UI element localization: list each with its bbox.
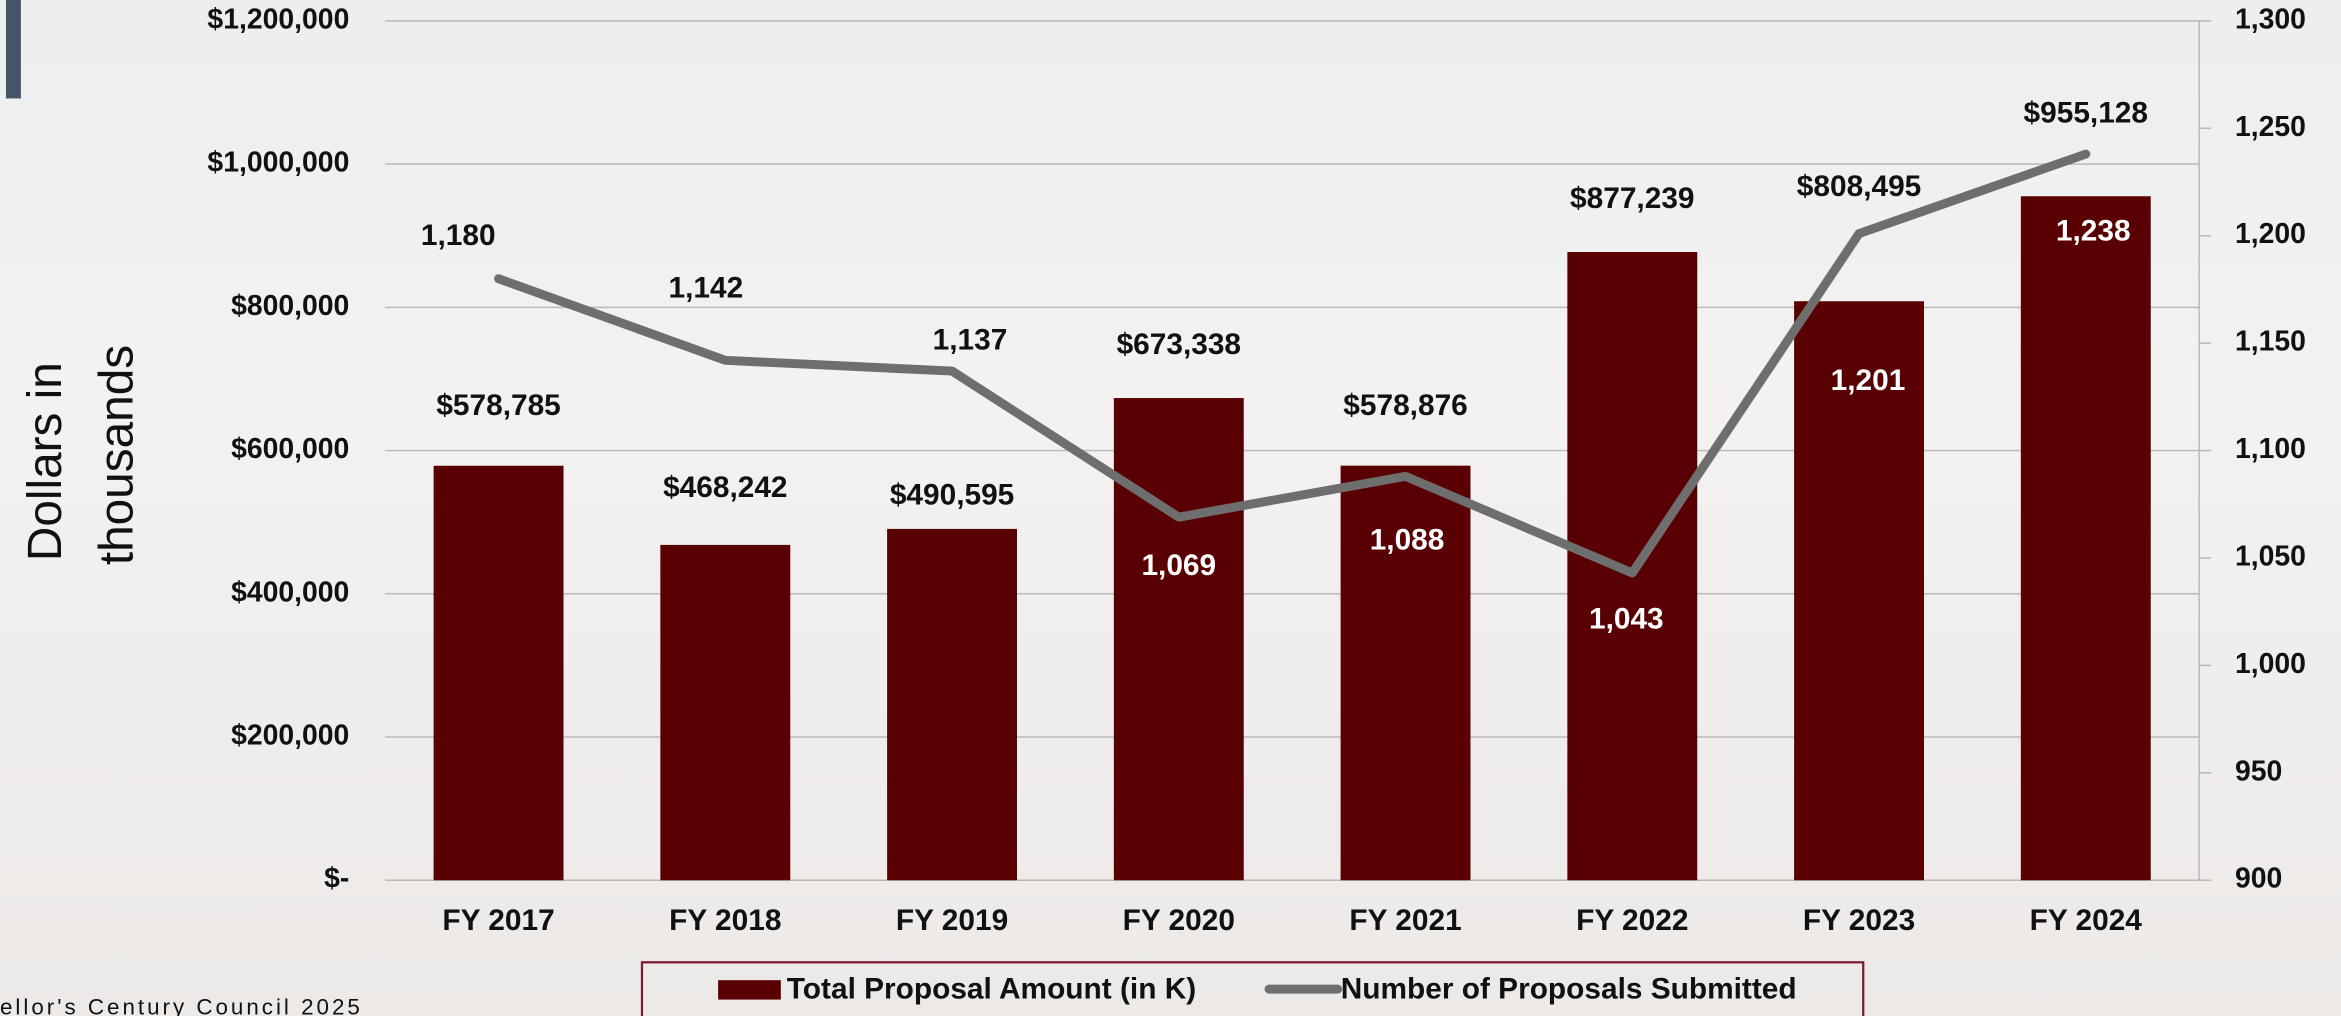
y-axis-title-line: thousands	[90, 345, 143, 565]
y2-tick-label: 1,100	[2235, 433, 2306, 465]
y2-tick-label: 1,000	[2235, 648, 2306, 680]
bar	[433, 465, 564, 881]
x-tick-label: FY 2019	[896, 904, 1008, 937]
y-tick-label: $1,200,000	[207, 3, 349, 35]
bar	[660, 544, 791, 881]
y-tick-label: $200,000	[231, 720, 349, 752]
y-tick-label: $600,000	[231, 433, 349, 465]
bar	[2020, 196, 2151, 881]
bar	[887, 528, 1018, 881]
y2-tick-label: 1,250	[2235, 111, 2306, 143]
y2-tick-label: 950	[2235, 755, 2282, 787]
x-tick-label: FY 2022	[1576, 904, 1688, 937]
bar-value-label: $673,338	[1117, 328, 1241, 361]
y2-tick-label: 1,150	[2235, 326, 2306, 358]
y2-tick-label: 1,200	[2235, 218, 2306, 250]
y-axis-title-line: Dollars in	[18, 362, 71, 561]
bar	[1113, 398, 1244, 881]
x-tick-label: FY 2023	[1803, 904, 1915, 937]
bar-value-label: $468,242	[663, 471, 787, 504]
y-axis-title: Dollars in thousands	[18, 345, 143, 565]
line	[494, 149, 2091, 578]
bar-value-label: $490,595	[890, 479, 1014, 512]
line-value-label: 1,043	[1589, 603, 1664, 636]
line-value-label: 1,238	[2056, 215, 2131, 248]
line-value-label: 1,201	[1831, 364, 1906, 397]
legend-swatch	[718, 980, 781, 1000]
line-value-label: 1,137	[933, 324, 1008, 357]
x-tick-label: FY 2018	[669, 904, 781, 937]
y-tick-label: $400,000	[231, 576, 349, 608]
bar	[1794, 301, 1924, 881]
y2-tick-label: 1,300	[2235, 3, 2306, 35]
y2-tick-label: 900	[2235, 863, 2282, 895]
line-value-label: 1,142	[669, 271, 744, 304]
y-tick-label: $-	[324, 863, 349, 895]
legend-label: Total Proposal Amount (in K)	[787, 973, 1196, 1006]
x-tick-label: FY 2020	[1123, 904, 1235, 937]
x-tick-label: FY 2017	[442, 904, 554, 937]
bar	[1340, 465, 1471, 881]
x-tick-label: FY 2024	[2030, 904, 2143, 937]
bar-value-label: $808,495	[1797, 170, 1921, 203]
line-value-label: 1,180	[421, 219, 496, 252]
legend-label: Number of Proposals Submitted	[1341, 973, 1797, 1006]
accent-bar	[5, 0, 21, 99]
bar-value-label: $578,785	[436, 389, 560, 422]
y-tick-label: $800,000	[231, 290, 349, 322]
bar-value-label: $955,128	[2024, 97, 2148, 130]
x-tick-label: FY 2021	[1349, 904, 1461, 937]
legend-box	[640, 961, 1865, 1016]
footer: ellor's Century Council 2025	[0, 994, 363, 1016]
bar-value-label: $578,876	[1343, 389, 1467, 422]
bar-value-label: $877,239	[1570, 182, 1694, 215]
y-tick-label: $1,000,000	[207, 147, 349, 179]
y2-tick-label: 1,050	[2235, 540, 2306, 572]
line-value-label: 1,069	[1141, 549, 1216, 582]
line-value-label: 1,088	[1370, 523, 1445, 556]
